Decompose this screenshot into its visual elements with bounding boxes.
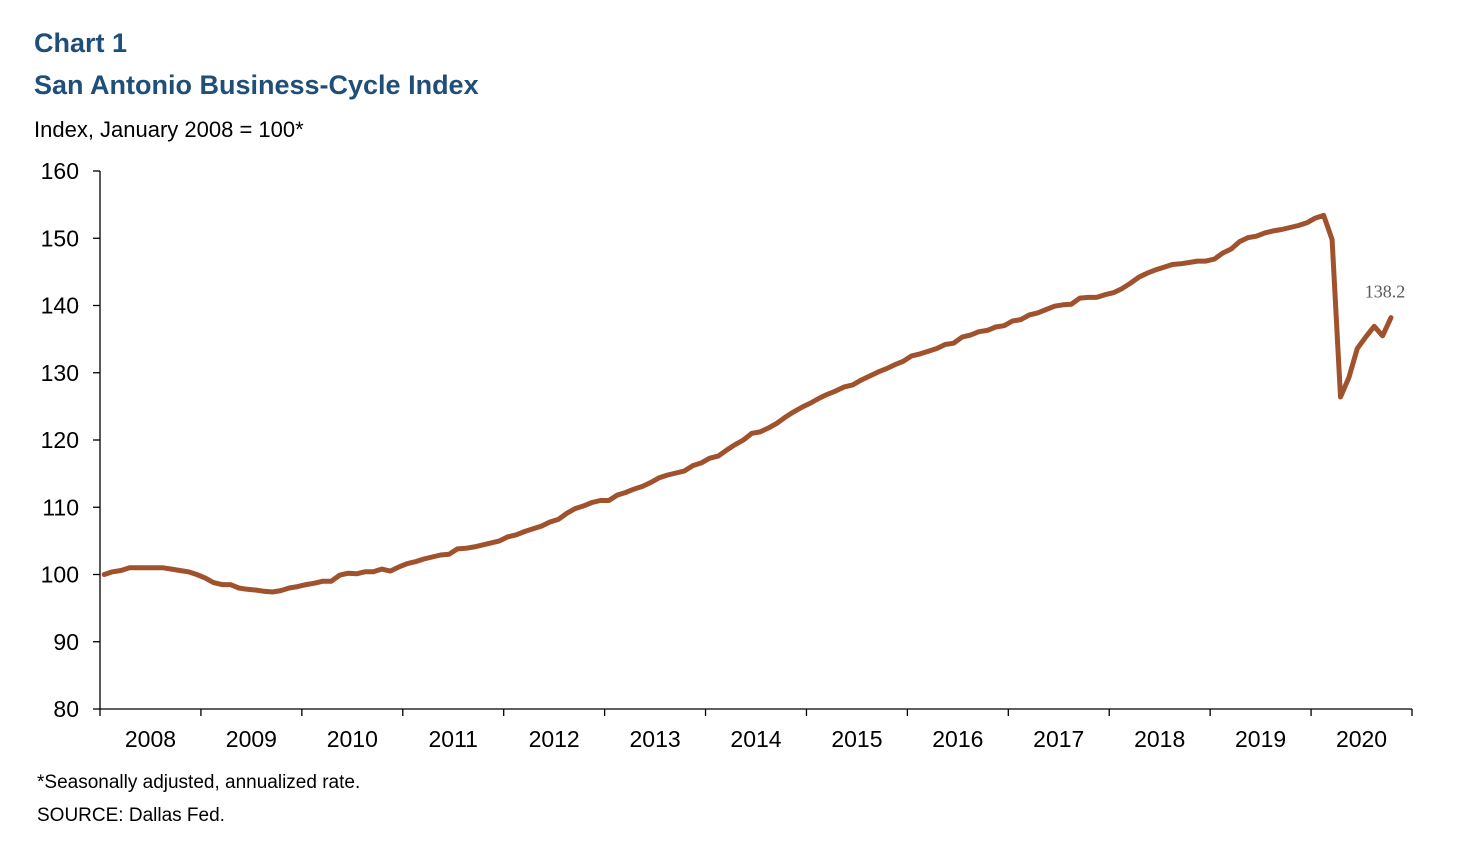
y-tick-label: 100 [41,562,79,588]
y-tick-label: 90 [53,629,79,655]
x-tick-label: 2010 [327,726,378,752]
x-tick-label: 2011 [428,726,477,752]
series-line [101,212,1394,595]
x-tick-label: 2018 [1134,726,1185,752]
y-tick-label: 140 [41,293,79,319]
chart-subtitle: Index, January 2008 = 100* [34,117,304,142]
y-tick-label: 160 [41,158,79,184]
chart-title: San Antonio Business-Cycle Index [34,70,479,100]
y-axis: 80 90 100 110 120 130 140 150 160 [41,158,101,722]
x-tick-label: 2017 [1033,726,1084,752]
chart-number: Chart 1 [34,28,128,58]
y-tick-label: 120 [41,427,79,453]
x-tick-label: 2019 [1235,726,1286,752]
x-axis: 2008 2009 2010 2011 2012 2013 2014 2015 2016 2017… [99,708,1413,752]
x-tick-label: 2009 [226,726,277,752]
x-tick-label: 2020 [1336,726,1387,752]
y-tick-label: 80 [53,696,79,722]
y-tick-label: 150 [41,225,79,251]
x-tick-label: 2016 [932,726,983,752]
x-tick-label: 2013 [629,726,680,752]
y-tick-label: 130 [41,360,79,386]
source-note: SOURCE: Dallas Fed. [37,805,225,826]
x-tick-label: 2015 [831,726,882,752]
x-tick-label: 2012 [529,726,580,752]
footnote: *Seasonally adjusted, annualized rate. [37,772,361,793]
end-value-label: 138.2 [1365,282,1406,302]
x-tick-label: 2008 [125,726,176,752]
x-tick-label: 2014 [730,726,781,752]
y-tick-label: 110 [42,494,79,520]
